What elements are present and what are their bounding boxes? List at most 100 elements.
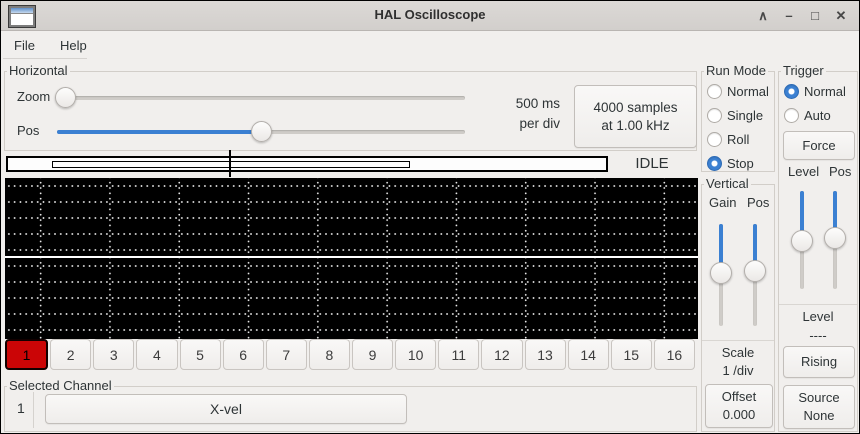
trigger-level-handle[interactable]	[791, 229, 813, 252]
run-mode-option-stop[interactable]: Stop	[707, 151, 769, 175]
channel-button-13[interactable]: 13	[524, 339, 566, 370]
trigger-auto-label: Auto	[804, 107, 831, 123]
radio-icon	[707, 131, 722, 147]
vertical-pos-label: Pos	[747, 195, 770, 210]
channel-source-button[interactable]: X-vel	[45, 394, 407, 424]
trigger-pos-fill	[833, 191, 837, 239]
record-view-bar	[6, 156, 608, 172]
zoom-slider-handle[interactable]	[55, 87, 77, 108]
vertical-gain-label: Gain	[709, 195, 737, 210]
record-rate: at 1.00 kHz	[601, 117, 670, 133]
run-mode-roll-label: Roll	[727, 131, 750, 147]
time-per-div-unit: per div	[519, 116, 560, 131]
run-mode-frame-label: Run Mode	[704, 63, 768, 78]
menu-help[interactable]: Help	[59, 37, 87, 53]
trigger-normal-label: Normal	[804, 83, 846, 99]
trigger-position-marker	[229, 150, 231, 177]
channel-button-7[interactable]: 7	[265, 339, 307, 370]
selected-channel-number: 1	[17, 400, 25, 416]
time-per-div: 500 ms per div	[485, 94, 560, 134]
trigger-source-label: Source	[798, 390, 840, 405]
selected-channel-frame-label: Selected Channel	[7, 378, 114, 393]
record-length-button[interactable]: 4000 samples at 1.00 kHz	[574, 85, 697, 148]
channel-button-11[interactable]: 11	[438, 339, 480, 370]
scope-display[interactable]	[5, 178, 698, 339]
channel-button-4[interactable]: 4	[136, 339, 178, 370]
horizontal-pos-slider[interactable]	[57, 121, 465, 143]
trigger-source-value: None	[803, 408, 835, 423]
radio-checked-icon	[707, 155, 722, 171]
channel-button-8[interactable]: 8	[308, 339, 350, 370]
channel-button-9[interactable]: 9	[352, 339, 394, 370]
run-mode-stop-label: Stop	[727, 155, 754, 171]
channel-button-12[interactable]: 12	[481, 339, 523, 370]
vertical-pos-fill	[753, 224, 757, 271]
scale-label: Scale	[721, 345, 755, 360]
trigger-level-label: Level	[788, 164, 820, 179]
trigger-pos-slider[interactable]	[824, 191, 846, 289]
offset-button[interactable]: Offset 0.000	[705, 384, 773, 428]
maximize-icon[interactable]: □	[811, 8, 819, 23]
zoom-slider-track[interactable]	[57, 96, 465, 100]
trigger-pos-label: Pos	[829, 164, 852, 179]
offset-button-value: 0.000	[722, 407, 756, 422]
vertical-frame: Vertical Gain Pos Scale 1 /div Offset 0.…	[701, 176, 775, 432]
channel-button-16[interactable]: 16	[653, 339, 695, 370]
menu-separator	[3, 58, 87, 59]
vertical-separator	[702, 340, 774, 341]
time-per-div-value: 500 ms	[515, 96, 560, 111]
run-mode-normal-label: Normal	[727, 83, 769, 99]
trigger-frame-label: Trigger	[781, 63, 826, 78]
trigger-option-auto[interactable]: Auto	[784, 103, 846, 127]
acquisition-status: IDLE	[635, 155, 669, 172]
zoom-slider[interactable]	[55, 87, 465, 109]
trigger-edge-label: Rising	[800, 354, 838, 369]
force-button[interactable]: Force	[783, 131, 855, 160]
channel-button-6[interactable]: 6	[222, 339, 264, 370]
trigger-source-button[interactable]: Source None	[783, 385, 855, 429]
trigger-edge-button[interactable]: Rising	[783, 346, 855, 378]
channel-button-5[interactable]: 5	[179, 339, 221, 370]
radio-icon	[707, 107, 722, 123]
horizontal-frame-label: Horizontal	[7, 63, 70, 78]
channel-button-10[interactable]: 10	[395, 339, 437, 370]
channel-button-row: 1 2 3 4 5 6 7 8 9 10 11 12 13 14 15 16	[5, 339, 695, 370]
channel-source-name: X-vel	[210, 401, 242, 417]
close-icon[interactable]: ✕	[835, 8, 847, 23]
menu-bar: File Help	[1, 32, 859, 58]
minimize-icon[interactable]: –	[785, 8, 793, 23]
channel-button-3[interactable]: 3	[93, 339, 135, 370]
title-bar: HAL Oscilloscope ∧ – □ ✕	[1, 1, 859, 31]
run-mode-option-normal[interactable]: Normal	[707, 79, 769, 103]
selected-channel-frame: Selected Channel 1 X-vel	[4, 378, 697, 432]
window-title: HAL Oscilloscope	[374, 7, 486, 22]
radio-icon	[707, 83, 722, 99]
trigger-pos-handle[interactable]	[824, 227, 846, 250]
vertical-gain-slider[interactable]	[710, 224, 732, 326]
vertical-pos-handle[interactable]	[744, 259, 766, 282]
scale-value: 1 /div	[722, 363, 754, 378]
radio-checked-icon	[784, 83, 799, 99]
horizontal-pos-slider-handle[interactable]	[251, 121, 272, 142]
run-mode-option-single[interactable]: Single	[707, 103, 769, 127]
vertical-frame-label: Vertical	[704, 176, 751, 191]
vertical-gain-handle[interactable]	[710, 261, 732, 284]
trigger-option-normal[interactable]: Normal	[784, 79, 846, 103]
trigger-level-slider[interactable]	[791, 191, 813, 289]
run-mode-single-label: Single	[727, 107, 764, 123]
vertical-pos-slider[interactable]	[744, 224, 766, 326]
channel-button-15[interactable]: 15	[610, 339, 652, 370]
run-mode-frame: Run Mode Normal Single Roll Stop	[701, 63, 775, 175]
run-mode-option-roll[interactable]: Roll	[707, 127, 769, 151]
channel-button-2[interactable]: 2	[50, 339, 92, 370]
menu-file[interactable]: File	[14, 37, 35, 53]
pos-label: Pos	[17, 123, 40, 138]
shade-icon[interactable]: ∧	[758, 8, 768, 23]
trigger-readout-value: ----	[809, 328, 827, 343]
horizontal-pos-slider-fill	[57, 130, 261, 134]
window-controls: ∧ – □ ✕	[753, 1, 851, 31]
channel-button-1[interactable]: 1	[5, 339, 49, 370]
channel-button-14[interactable]: 14	[567, 339, 609, 370]
trigger-level-fill	[800, 191, 804, 241]
